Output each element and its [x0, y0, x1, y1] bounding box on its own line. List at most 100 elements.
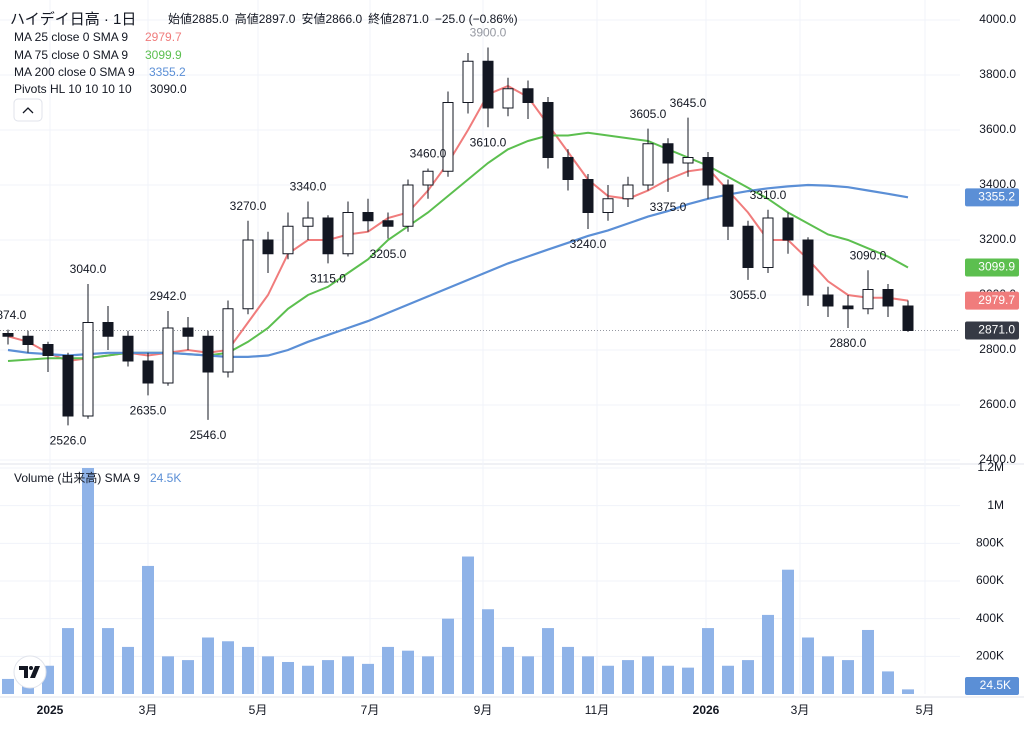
y-tick-label: 3800.0: [979, 67, 1016, 81]
chart-title: ハイデイ日高 · 1日: [10, 10, 136, 28]
y-tick-label: 3200.0: [979, 232, 1016, 246]
volume-badge-label: 24.5K: [980, 678, 1011, 692]
pivot-label: 3900.0: [470, 26, 507, 40]
volume-bar: [602, 665, 614, 694]
candle-body: [122, 335, 134, 362]
price-badge: [965, 188, 1019, 207]
x-tick-label: 2025: [37, 703, 64, 717]
candle-body: [582, 179, 594, 213]
pivot-label: 3460.0: [410, 147, 447, 161]
x-tick-label: 3月: [139, 703, 158, 717]
ma-line: [7, 84, 909, 363]
ohlc-value: −25.0 (−0.86%): [435, 12, 518, 26]
volume-bar: [342, 656, 354, 694]
price-badge: [965, 291, 1019, 310]
volume-bar: [522, 656, 534, 694]
candle-body: [402, 184, 414, 227]
volume-bar: [462, 556, 474, 694]
volume-bar: [762, 614, 774, 694]
candle-body: [362, 212, 374, 222]
volume-bar: [622, 660, 634, 694]
candle-body: [22, 335, 34, 345]
candle-body: [482, 60, 494, 109]
volume-bar: [402, 650, 414, 694]
plot: 2400.02600.02800.03000.03200.03400.03600…: [0, 0, 1019, 717]
volume-legend-value: 24.5K: [150, 471, 181, 485]
candle-body: [622, 184, 634, 200]
volume-bar: [882, 671, 894, 694]
volume-bar: [282, 661, 294, 694]
candle-body: [62, 355, 74, 417]
legend-entry: Pivots HL 10 10 10 10: [14, 82, 132, 96]
candle-body: [422, 170, 434, 186]
volume-bar: [362, 663, 374, 694]
candle-body: [602, 198, 614, 213]
pivot-label: 2635.0: [130, 404, 167, 418]
volume-bar: [142, 565, 154, 694]
collapse-button[interactable]: [13, 98, 43, 122]
volume-bar: [642, 656, 654, 694]
candle-body: [382, 220, 394, 227]
candle-body: [722, 184, 734, 227]
volume-bar: [382, 646, 394, 694]
volume-bar: [502, 646, 514, 694]
candle-body: [82, 322, 94, 417]
price-badge-label: 3355.2: [978, 189, 1015, 203]
volume-tick-label: 400K: [976, 611, 1004, 625]
volume-tick-label: 800K: [976, 536, 1004, 550]
candle-body: [502, 88, 514, 109]
volume-bar: [182, 660, 194, 694]
volume-bar: [202, 637, 214, 694]
volume-bar: [862, 629, 874, 694]
pivot-label: 2880.0: [830, 336, 867, 350]
price-badge-label: 3099.9: [978, 260, 1015, 274]
volume-bar: [302, 665, 314, 694]
volume-bar: [2, 678, 14, 694]
ohlc-value: 始値2885.0: [168, 11, 229, 26]
candle-body: [842, 305, 854, 310]
volume-bar: [782, 569, 794, 694]
pivot-label: 3090.0: [850, 248, 887, 262]
candle-body: [642, 143, 654, 186]
volume-bar: [322, 660, 334, 694]
candle-body: [662, 143, 674, 164]
volume-tick-label: 1.2M: [977, 460, 1004, 474]
legend-value: 3099.9: [145, 48, 182, 62]
volume-bar: [702, 628, 714, 694]
pivot-label: 3645.0: [670, 96, 707, 110]
volume-bar: [542, 628, 554, 694]
candle-body: [862, 289, 874, 310]
ohlc-header: 始値2885.0 高値2897.0 安値2866.0 終値2871.0 −25.0 (−…: [168, 11, 518, 26]
legend-value: 3355.2: [149, 65, 186, 79]
price-badge-label: 2979.7: [978, 293, 1015, 307]
candle-body: [702, 157, 714, 186]
candle-body: [562, 157, 574, 180]
volume-bar: [442, 618, 454, 694]
volume-bar: [262, 656, 274, 694]
candle-body: [222, 308, 234, 373]
candle-body: [242, 239, 254, 310]
pivot-label: 3310.0: [750, 188, 787, 202]
volume-bar: [122, 646, 134, 694]
pivot-label: 3270.0: [230, 199, 267, 213]
volume-bar: [662, 665, 674, 694]
volume-bar: [82, 468, 94, 694]
candle-body: [902, 305, 914, 331]
volume-bar: [842, 660, 854, 694]
volume-bar: [242, 646, 254, 694]
volume-bar: [102, 628, 114, 694]
candle-body: [522, 88, 534, 103]
candle-body: [102, 322, 114, 337]
y-tick-label: 2800.0: [979, 342, 1016, 356]
volume-tick-label: 600K: [976, 573, 1004, 587]
volume-bar: [822, 656, 834, 694]
legend-entry: MA 25 close 0 SMA 9: [14, 30, 128, 44]
pivot-label: 2526.0: [50, 434, 87, 448]
pivot-label: 3610.0: [470, 135, 507, 149]
x-tick-label: 3月: [791, 703, 810, 717]
candle-body: [462, 60, 474, 103]
pivot-label: 3040.0: [70, 262, 107, 276]
pivot-label: 2942.0: [150, 289, 187, 303]
legend-entry: MA 200 close 0 SMA 9: [14, 65, 135, 79]
candle-body: [262, 239, 274, 255]
